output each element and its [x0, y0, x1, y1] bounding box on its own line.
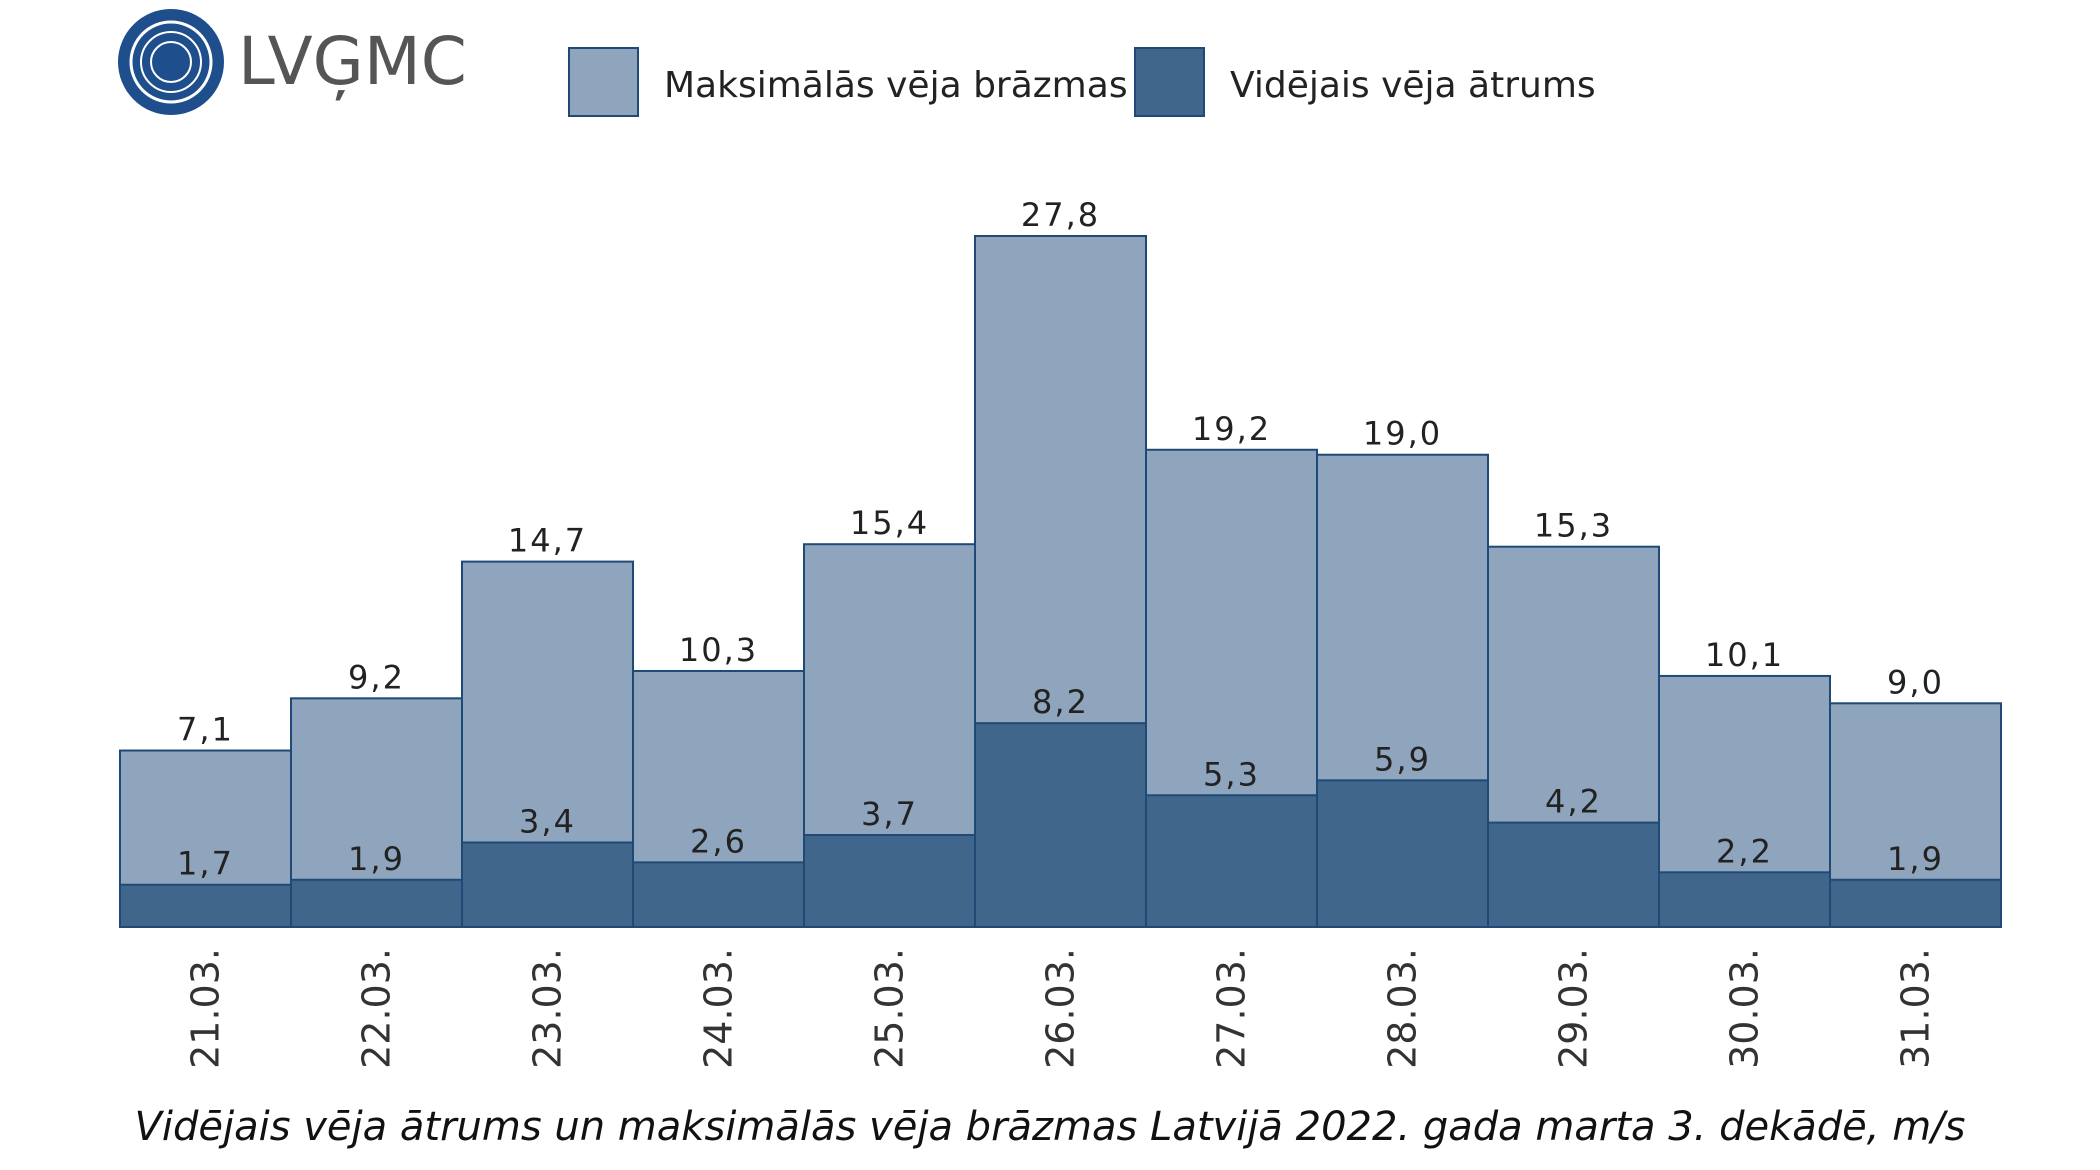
value-label: 2,2	[1716, 832, 1773, 870]
value-label: 3,4	[519, 802, 576, 840]
value-label: 9,2	[348, 658, 405, 696]
bar	[1316, 779, 1489, 929]
value-label: 5,9	[1374, 740, 1431, 778]
logo-ring	[140, 31, 202, 93]
value-label: 7,1	[177, 711, 234, 749]
value-label: 4,2	[1545, 783, 1602, 821]
logo-circle	[118, 9, 224, 115]
bar	[1487, 821, 1660, 928]
x-tick-label: 22.03.	[355, 948, 399, 1069]
legend-label: Vidējais vēja ātrums	[1230, 65, 1596, 106]
value-label: 15,3	[1534, 507, 1613, 545]
bar	[974, 722, 1147, 929]
value-label: 19,2	[1192, 410, 1271, 448]
legend-label: Maksimālās vēja brāzmas	[664, 65, 1128, 106]
bar	[803, 834, 976, 928]
logo-text: LVĢMC	[238, 23, 467, 100]
x-tick-label: 24.03.	[697, 948, 741, 1069]
value-label: 10,3	[679, 631, 758, 669]
x-tick-label: 25.03.	[868, 948, 912, 1069]
x-tick-label: 29.03.	[1552, 948, 1596, 1069]
value-label: 15,4	[850, 504, 929, 542]
x-tick-label: 26.03.	[1039, 948, 1083, 1069]
value-label: 1,7	[177, 845, 234, 883]
logo-ring	[150, 41, 192, 83]
bar	[461, 841, 634, 928]
legend-swatch	[1134, 47, 1205, 117]
legend-swatch	[568, 47, 639, 117]
value-label: 14,7	[508, 522, 587, 560]
bar	[1658, 871, 1831, 928]
value-label: 27,8	[1021, 196, 1100, 234]
x-tick-label: 28.03.	[1381, 948, 1425, 1069]
bar	[1145, 794, 1318, 928]
value-label: 5,3	[1203, 755, 1260, 793]
bar	[632, 861, 805, 928]
x-tick-label: 27.03.	[1210, 948, 1254, 1069]
value-label: 8,2	[1032, 683, 1089, 721]
value-label: 2,6	[690, 822, 747, 860]
value-label: 1,9	[1887, 840, 1944, 878]
x-tick-label: 30.03.	[1723, 948, 1767, 1069]
value-label: 1,9	[348, 840, 405, 878]
value-label: 10,1	[1705, 636, 1784, 674]
bar	[290, 878, 463, 928]
logo: LVĢMC	[118, 9, 467, 115]
bar	[119, 883, 292, 929]
value-label: 19,0	[1363, 415, 1442, 453]
chart-title: Vidējais vēja ātrums un maksimālās vēja …	[134, 1104, 1965, 1150]
value-label: 9,0	[1887, 663, 1944, 701]
x-tick-label: 31.03.	[1894, 948, 1938, 1069]
bar	[1829, 878, 2002, 928]
x-tick-label: 23.03.	[526, 948, 570, 1069]
x-tick-label: 21.03.	[184, 948, 228, 1069]
logo-ring	[129, 20, 213, 104]
value-label: 3,7	[861, 795, 918, 833]
